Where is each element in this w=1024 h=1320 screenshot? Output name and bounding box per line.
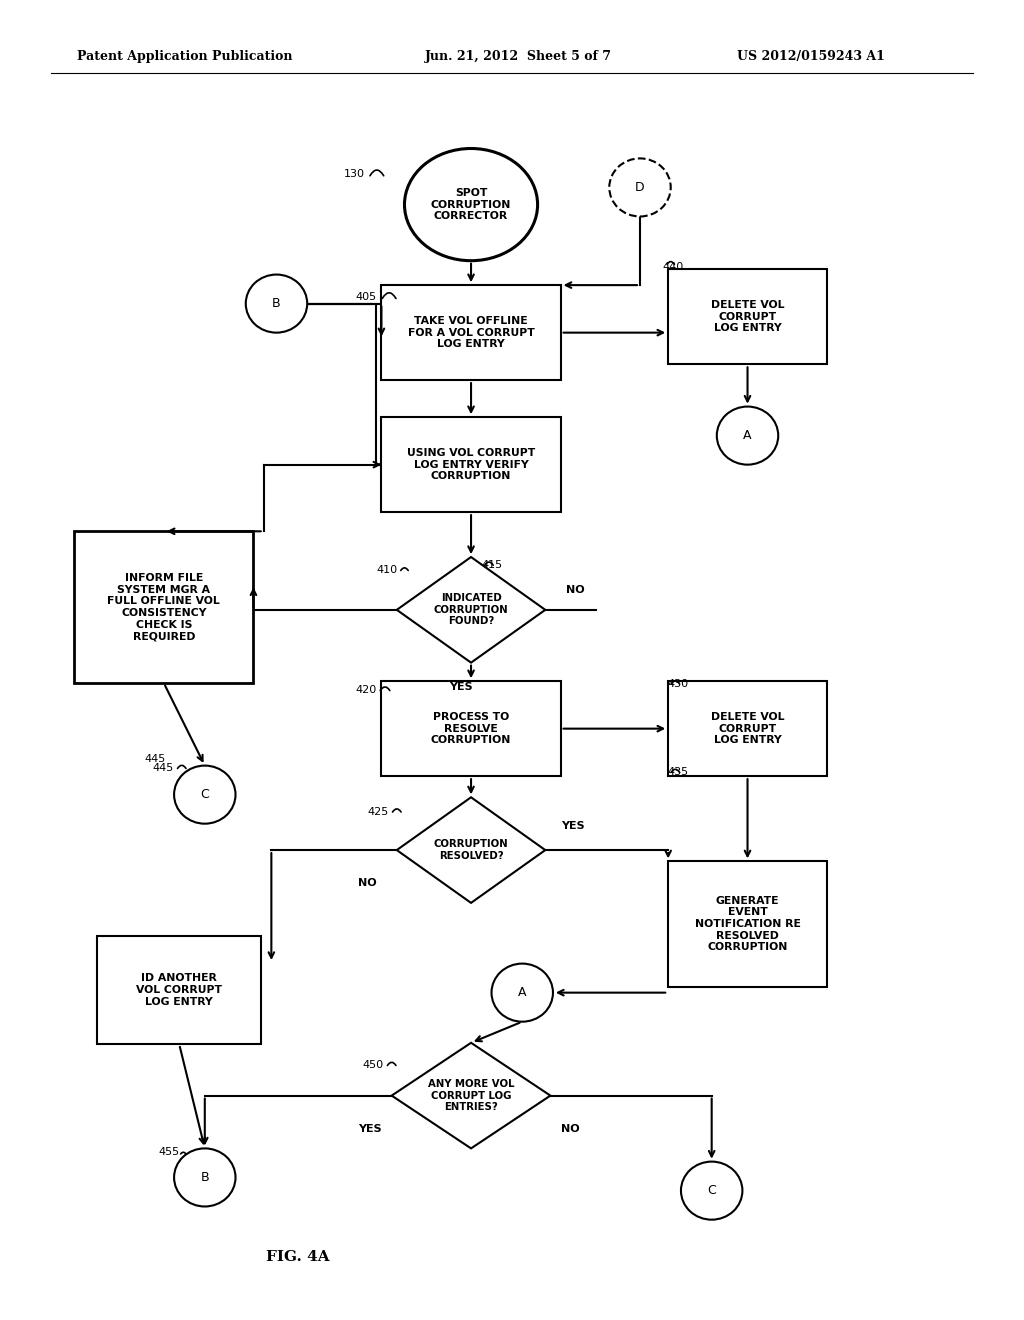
FancyBboxPatch shape — [382, 417, 561, 512]
FancyBboxPatch shape — [668, 861, 827, 987]
Text: INDICATED
CORRUPTION
FOUND?: INDICATED CORRUPTION FOUND? — [434, 593, 508, 627]
Text: 445: 445 — [153, 763, 174, 774]
Ellipse shape — [174, 766, 236, 824]
Polygon shape — [391, 1043, 551, 1148]
Text: 420: 420 — [355, 685, 377, 696]
Text: FIG. 4A: FIG. 4A — [266, 1250, 330, 1263]
Text: D: D — [635, 181, 645, 194]
FancyBboxPatch shape — [668, 681, 827, 776]
Text: 405: 405 — [355, 292, 377, 302]
FancyBboxPatch shape — [97, 936, 261, 1044]
Ellipse shape — [717, 407, 778, 465]
FancyBboxPatch shape — [382, 681, 561, 776]
Text: 425: 425 — [368, 807, 389, 817]
Text: NO: NO — [565, 585, 585, 595]
Text: 410: 410 — [376, 565, 397, 576]
Ellipse shape — [681, 1162, 742, 1220]
Text: SPOT
CORRUPTION
CORRECTOR: SPOT CORRUPTION CORRECTOR — [431, 187, 511, 222]
Text: INFORM FILE
SYSTEM MGR A
FULL OFFLINE VOL
CONSISTENCY
CHECK IS
REQUIRED: INFORM FILE SYSTEM MGR A FULL OFFLINE VO… — [108, 573, 220, 642]
Text: 130: 130 — [343, 169, 365, 180]
Text: YES: YES — [561, 821, 585, 832]
Text: YES: YES — [357, 1123, 381, 1134]
Text: A: A — [743, 429, 752, 442]
Polygon shape — [397, 797, 545, 903]
FancyBboxPatch shape — [75, 531, 254, 682]
Text: ANY MORE VOL
CORRUPT LOG
ENTRIES?: ANY MORE VOL CORRUPT LOG ENTRIES? — [428, 1078, 514, 1113]
Text: 440: 440 — [663, 261, 684, 272]
Text: US 2012/0159243 A1: US 2012/0159243 A1 — [737, 50, 885, 63]
Ellipse shape — [492, 964, 553, 1022]
Text: C: C — [201, 788, 209, 801]
Text: PROCESS TO
RESOLVE
CORRUPTION: PROCESS TO RESOLVE CORRUPTION — [431, 711, 511, 746]
Text: NO: NO — [561, 1123, 580, 1134]
Text: C: C — [708, 1184, 716, 1197]
Text: B: B — [201, 1171, 209, 1184]
Text: Jun. 21, 2012  Sheet 5 of 7: Jun. 21, 2012 Sheet 5 of 7 — [425, 50, 612, 63]
Text: GENERATE
EVENT
NOTIFICATION RE
RESOLVED
CORRUPTION: GENERATE EVENT NOTIFICATION RE RESOLVED … — [694, 896, 801, 952]
Text: CORRUPTION
RESOLVED?: CORRUPTION RESOLVED? — [434, 840, 508, 861]
Text: DELETE VOL
CORRUPT
LOG ENTRY: DELETE VOL CORRUPT LOG ENTRY — [711, 711, 784, 746]
Text: 450: 450 — [362, 1060, 384, 1071]
Text: B: B — [272, 297, 281, 310]
Text: 415: 415 — [481, 560, 503, 570]
Ellipse shape — [609, 158, 671, 216]
Text: 455: 455 — [158, 1147, 179, 1158]
Text: Patent Application Publication: Patent Application Publication — [77, 50, 292, 63]
Text: A: A — [518, 986, 526, 999]
Text: USING VOL CORRUPT
LOG ENTRY VERIFY
CORRUPTION: USING VOL CORRUPT LOG ENTRY VERIFY CORRU… — [407, 447, 536, 482]
FancyBboxPatch shape — [668, 269, 827, 364]
Text: 430: 430 — [668, 678, 689, 689]
Text: DELETE VOL
CORRUPT
LOG ENTRY: DELETE VOL CORRUPT LOG ENTRY — [711, 300, 784, 334]
Text: ID ANOTHER
VOL CORRUPT
LOG ENTRY: ID ANOTHER VOL CORRUPT LOG ENTRY — [136, 973, 222, 1007]
Polygon shape — [397, 557, 545, 663]
Ellipse shape — [246, 275, 307, 333]
Text: NO: NO — [357, 878, 377, 888]
Ellipse shape — [404, 149, 538, 261]
Text: TAKE VOL OFFLINE
FOR A VOL CORRUPT
LOG ENTRY: TAKE VOL OFFLINE FOR A VOL CORRUPT LOG E… — [408, 315, 535, 350]
FancyBboxPatch shape — [382, 285, 561, 380]
Ellipse shape — [174, 1148, 236, 1206]
Text: 435: 435 — [668, 767, 689, 777]
Text: 445: 445 — [144, 754, 166, 764]
Text: YES: YES — [449, 682, 473, 693]
